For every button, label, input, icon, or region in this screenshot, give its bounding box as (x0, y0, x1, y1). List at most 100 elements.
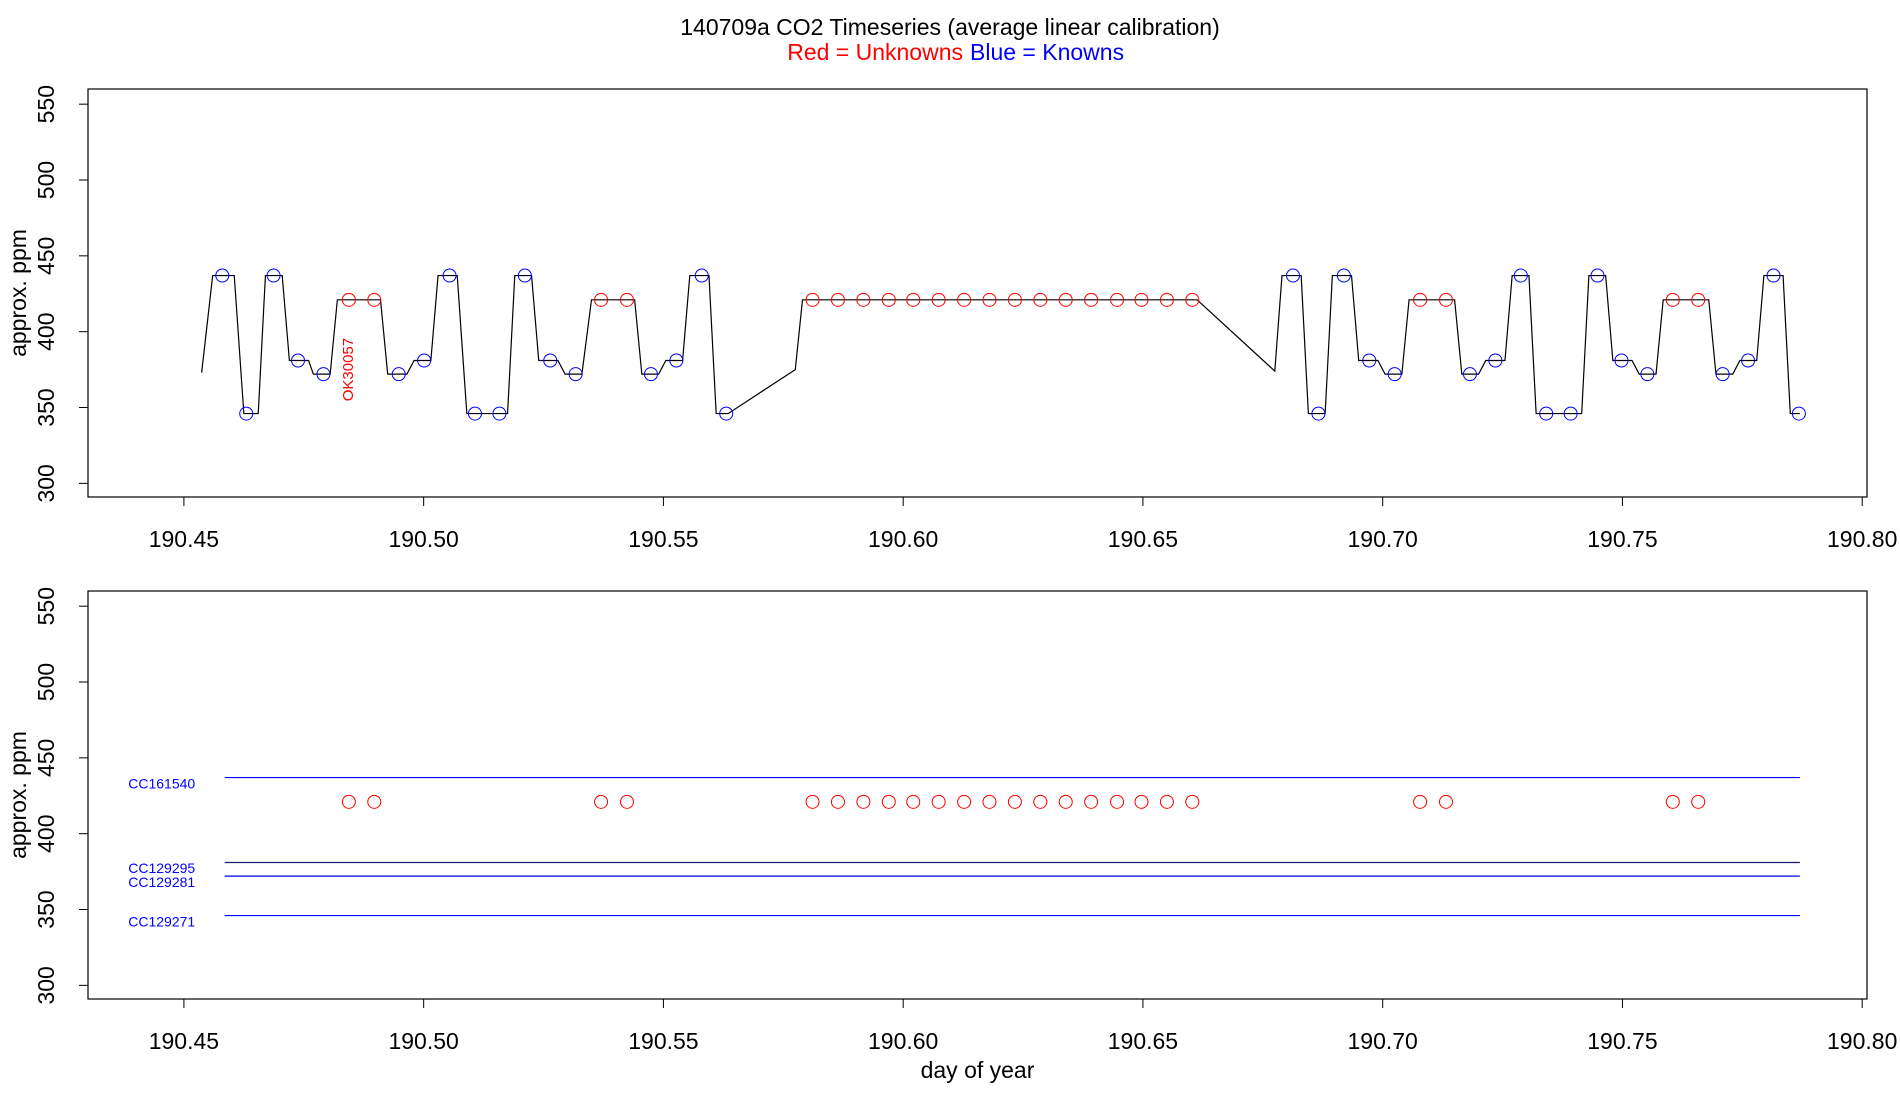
data-point (594, 292, 609, 307)
data-point (367, 292, 382, 307)
y-tick-label: 350 (33, 890, 59, 928)
data-point (1590, 268, 1605, 283)
data-point (1159, 794, 1174, 809)
data-point (1413, 794, 1428, 809)
data-point (1691, 794, 1706, 809)
data-point (367, 794, 382, 809)
data-point (594, 794, 609, 809)
line-label: CC129281 (128, 874, 195, 890)
x-tick-label: 190.60 (868, 526, 938, 552)
y-tick-label: 400 (33, 814, 59, 852)
data-point (957, 794, 972, 809)
data-point (1185, 292, 1200, 307)
data-point (856, 794, 871, 809)
data-point (215, 268, 230, 283)
x-tick-label: 190.55 (628, 1028, 698, 1054)
x-tick-label: 190.80 (1827, 526, 1897, 552)
data-point (1110, 292, 1125, 307)
data-point (1640, 367, 1655, 382)
data-point (1387, 367, 1402, 382)
data-point (619, 292, 634, 307)
y-tick-label: 550 (33, 85, 59, 123)
data-point (1563, 406, 1578, 421)
data-point (266, 268, 281, 283)
data-point (1084, 292, 1099, 307)
data-point (492, 406, 507, 421)
x-tick-label: 190.75 (1587, 1028, 1657, 1054)
data-point (669, 353, 684, 368)
y-tick-label: 550 (33, 587, 59, 625)
data-point (341, 292, 356, 307)
data-point (830, 794, 845, 809)
data-point (1007, 794, 1022, 809)
data-point (1462, 367, 1477, 382)
data-point (1614, 353, 1629, 368)
data-point (517, 268, 532, 283)
data-point (239, 406, 254, 421)
data-point (1084, 794, 1099, 809)
data-point (1413, 292, 1428, 307)
data-point (805, 794, 820, 809)
y-tick-label: 350 (33, 388, 59, 426)
data-point (1058, 794, 1073, 809)
data-point (1134, 292, 1149, 307)
y-tick-label: 300 (33, 966, 59, 1004)
data-point (694, 268, 709, 283)
data-point (643, 367, 658, 382)
data-point (568, 367, 583, 382)
data-point (1665, 794, 1680, 809)
y-tick-label: 500 (33, 663, 59, 701)
line-label: CC129295 (128, 860, 195, 876)
data-point (1336, 268, 1351, 283)
data-point (619, 794, 634, 809)
chart-title: 140709a CO2 Timeseries (average linear c… (680, 14, 1220, 40)
y-tick-label: 300 (33, 464, 59, 502)
legend-entry: Blue = Knowns (970, 39, 1124, 65)
data-point (1715, 367, 1730, 382)
data-point (881, 292, 896, 307)
data-point (341, 794, 356, 809)
y-axis-title: approx. ppm (5, 731, 31, 859)
data-point (1159, 292, 1174, 307)
data-point (442, 268, 457, 283)
data-point (316, 367, 331, 382)
x-tick-label: 190.45 (149, 1028, 219, 1054)
x-tick-label: 190.70 (1348, 526, 1418, 552)
line-label: CC161540 (128, 775, 195, 791)
data-line (201, 274, 1800, 415)
data-point (1766, 268, 1781, 283)
annotation: OK30057 (340, 338, 357, 401)
data-point (1058, 292, 1073, 307)
data-point (1134, 794, 1149, 809)
x-axis-title: day of year (921, 1057, 1035, 1083)
y-axis-title: approx. ppm (5, 229, 31, 357)
data-point (906, 292, 921, 307)
data-point (957, 292, 972, 307)
data-point (856, 292, 871, 307)
data-point (881, 794, 896, 809)
data-point (467, 406, 482, 421)
data-point (1691, 292, 1706, 307)
data-point (391, 367, 406, 382)
data-point (1311, 406, 1326, 421)
x-tick-label: 190.50 (388, 526, 458, 552)
y-tick-label: 500 (33, 161, 59, 199)
x-tick-label: 190.45 (149, 526, 219, 552)
x-tick-label: 190.65 (1108, 526, 1178, 552)
data-point (1033, 794, 1048, 809)
data-point (417, 353, 432, 368)
data-point (830, 292, 845, 307)
data-point (1362, 353, 1377, 368)
data-point (1488, 353, 1503, 368)
data-point (543, 353, 558, 368)
legend-entry: Red = Unknowns (787, 39, 963, 65)
x-tick-label: 190.60 (868, 1028, 938, 1054)
data-point (1286, 268, 1301, 283)
data-point (719, 406, 734, 421)
data-point (1438, 292, 1453, 307)
line-label: CC129271 (128, 913, 195, 929)
data-point (805, 292, 820, 307)
data-point (1539, 406, 1554, 421)
